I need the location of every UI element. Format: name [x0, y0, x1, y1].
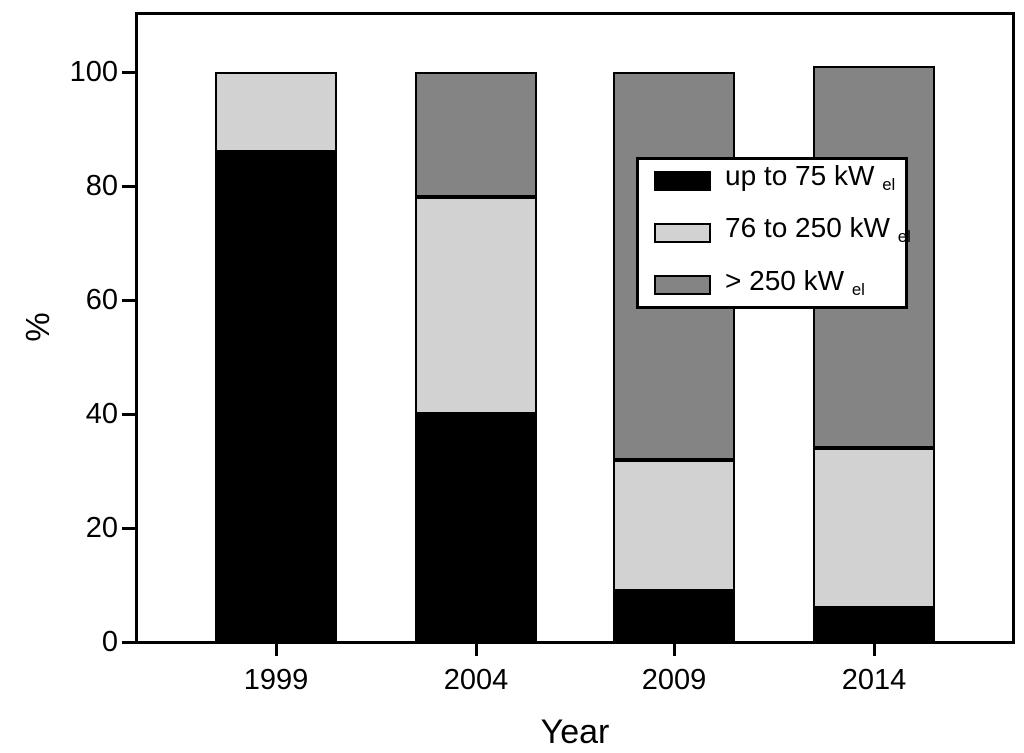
x-tick-label: 2009: [641, 664, 707, 696]
plot-frame: [135, 12, 1015, 644]
x-tick-label: 1999: [243, 664, 309, 696]
legend-label: > 250 kW el: [725, 264, 865, 299]
bar-segment: [415, 197, 537, 414]
bar-segment: [415, 72, 537, 198]
x-tick-label: 2014: [841, 664, 907, 696]
legend-label: 76 to 250 kW el: [725, 212, 911, 247]
bar-segment: [215, 72, 337, 152]
legend-swatch: [654, 223, 711, 243]
y-tick-mark: [122, 299, 136, 302]
plot-area: [137, 14, 1013, 642]
legend-box: up to 75 kW el 76 to 250 kW el > 250 kW el: [636, 157, 911, 309]
bar-segment: [813, 607, 935, 642]
bar-segment: [613, 459, 735, 591]
y-axis-title: %: [19, 312, 56, 342]
bar-segment: [215, 151, 337, 642]
legend-item: 76 to 250 kW el: [654, 212, 911, 253]
legend-swatch: [654, 275, 711, 296]
y-tick-mark: [122, 71, 136, 74]
legend-item: > 250 kW el: [654, 265, 905, 306]
y-tick-label: 0: [101, 626, 118, 658]
x-tick-mark: [475, 644, 478, 656]
legend-swatch: [654, 170, 711, 191]
y-tick-label: 100: [69, 56, 118, 88]
bar-segment: [415, 414, 537, 642]
y-tick-label: 20: [85, 512, 118, 544]
legend-label: up to 75 kW el: [725, 160, 896, 195]
bar-segment: [613, 590, 735, 642]
bar-segment: [813, 448, 935, 608]
y-tick-mark: [122, 413, 136, 416]
y-tick-mark: [122, 641, 136, 644]
y-tick-mark: [122, 185, 136, 188]
y-tick-label: 40: [85, 398, 118, 430]
y-tick-label: 80: [85, 170, 118, 202]
x-axis-title: Year: [540, 713, 610, 751]
x-tick-mark: [873, 644, 876, 656]
x-tick-label: 2004: [443, 664, 509, 696]
y-tick-mark: [122, 527, 136, 530]
y-tick-label: 60: [85, 284, 118, 316]
legend-item: up to 75 kW el: [654, 160, 905, 201]
x-tick-mark: [275, 644, 278, 656]
x-tick-mark: [673, 644, 676, 656]
